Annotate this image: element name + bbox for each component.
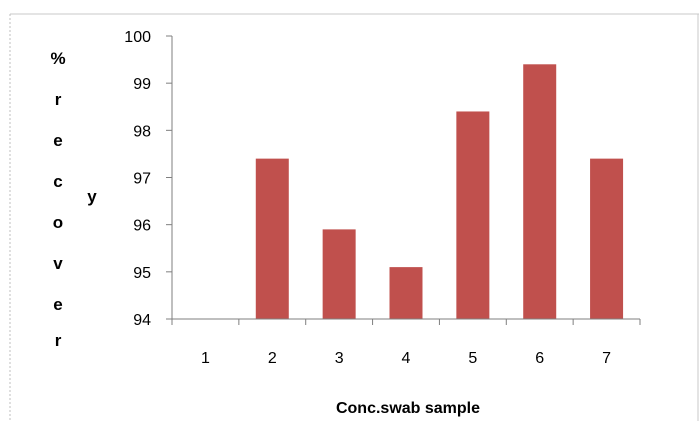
y-axis-title-char: y [87,187,97,206]
y-tick-label: 97 [133,171,151,188]
y-axis-title-char: e [53,131,62,150]
y-axis-title-char: o [53,213,63,232]
bar-2 [255,158,289,319]
y-tick-labels: 94 95 96 97 98 99 100 [124,29,151,329]
x-tick-label: 7 [602,350,611,367]
y-axis-title-char: e [53,295,62,314]
y-tick-label: 95 [133,265,151,282]
y-axis-title-char: r [55,90,62,109]
y-tick-label: 100 [124,29,151,46]
bar-3 [322,229,356,319]
x-tick-label: 1 [201,350,210,367]
y-axis-title-char: % [50,49,65,68]
bar-5 [456,111,490,319]
y-axis-title-char: v [53,254,63,273]
y-tick-label: 96 [133,218,151,235]
bar-4 [389,267,423,319]
x-axis-title: Conc.swab sample [336,400,480,417]
x-tick-label: 5 [468,350,477,367]
y-tick-label: 98 [133,123,151,140]
bar-7 [590,158,624,319]
y-axis-title-char: r [55,331,62,350]
x-tick-label: 2 [268,350,277,367]
y-tick-label: 99 [133,76,151,93]
x-tick-labels: 1 2 3 4 5 6 7 [201,350,611,367]
bar-6 [523,64,557,319]
y-axis-title-char: c [53,172,62,191]
y-tick-label: 94 [133,312,151,329]
x-tick-marks [171,319,641,325]
x-tick-label: 3 [335,350,344,367]
x-tick-label: 4 [402,350,411,367]
y-tick-marks [166,35,172,320]
bars [255,64,624,319]
x-tick-label: 6 [535,350,544,367]
